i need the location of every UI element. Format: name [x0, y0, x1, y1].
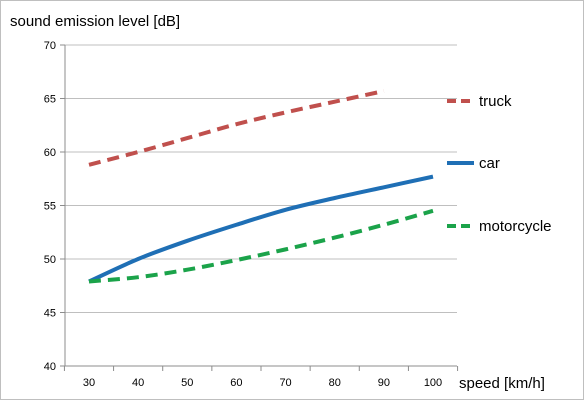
- y-tick-label: 70: [44, 40, 56, 52]
- legend-label-car: car: [479, 155, 500, 172]
- x-tick-label: 30: [83, 377, 95, 389]
- legend-layer: truck car motorcycle: [447, 93, 552, 235]
- x-tick-label: 50: [181, 377, 193, 389]
- y-tick-label: 55: [44, 201, 56, 213]
- x-axis-title: speed [km/h]: [459, 375, 545, 392]
- y-tick-label: 45: [44, 308, 56, 320]
- y-axis-title: sound emission level [dB]: [10, 13, 180, 30]
- y-tick-label: 65: [44, 94, 56, 106]
- legend-label-motorcycle: motorcycle: [479, 218, 552, 235]
- y-tick-label: 60: [44, 147, 56, 159]
- x-tick-label: 100: [424, 377, 442, 389]
- x-tick-label: 70: [279, 377, 291, 389]
- series-line-car: [89, 177, 433, 282]
- x-tick-label: 80: [329, 377, 341, 389]
- series-layer: [89, 91, 433, 281]
- series-line-motorcycle: [89, 211, 433, 282]
- axis-layer: 40 45 50 55 60 65 70 30 40 50 60 70 80 90 100: [44, 40, 458, 389]
- grid-layer: [65, 45, 457, 366]
- y-tick-label: 40: [44, 361, 56, 373]
- x-tick-label: 60: [230, 377, 242, 389]
- x-tick-label: 40: [132, 377, 144, 389]
- legend-label-truck: truck: [479, 93, 512, 110]
- y-tick-label: 50: [44, 254, 56, 266]
- series-line-truck: [89, 91, 384, 165]
- x-tick-label: 90: [378, 377, 390, 389]
